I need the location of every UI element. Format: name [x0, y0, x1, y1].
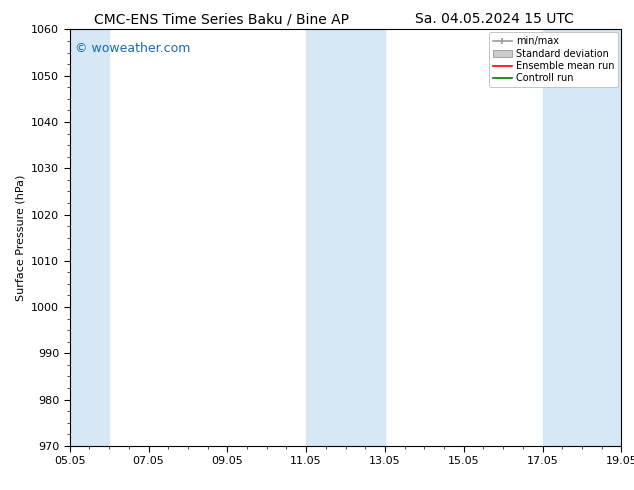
Y-axis label: Surface Pressure (hPa): Surface Pressure (hPa) — [16, 174, 25, 301]
Text: Sa. 04.05.2024 15 UTC: Sa. 04.05.2024 15 UTC — [415, 12, 574, 26]
Bar — [543, 29, 621, 446]
Text: CMC-ENS Time Series Baku / Bine AP: CMC-ENS Time Series Baku / Bine AP — [94, 12, 349, 26]
Text: © woweather.com: © woweather.com — [75, 42, 191, 55]
Legend: min/max, Standard deviation, Ensemble mean run, Controll run: min/max, Standard deviation, Ensemble me… — [489, 32, 618, 87]
Bar — [70, 29, 109, 446]
Bar — [306, 29, 385, 446]
